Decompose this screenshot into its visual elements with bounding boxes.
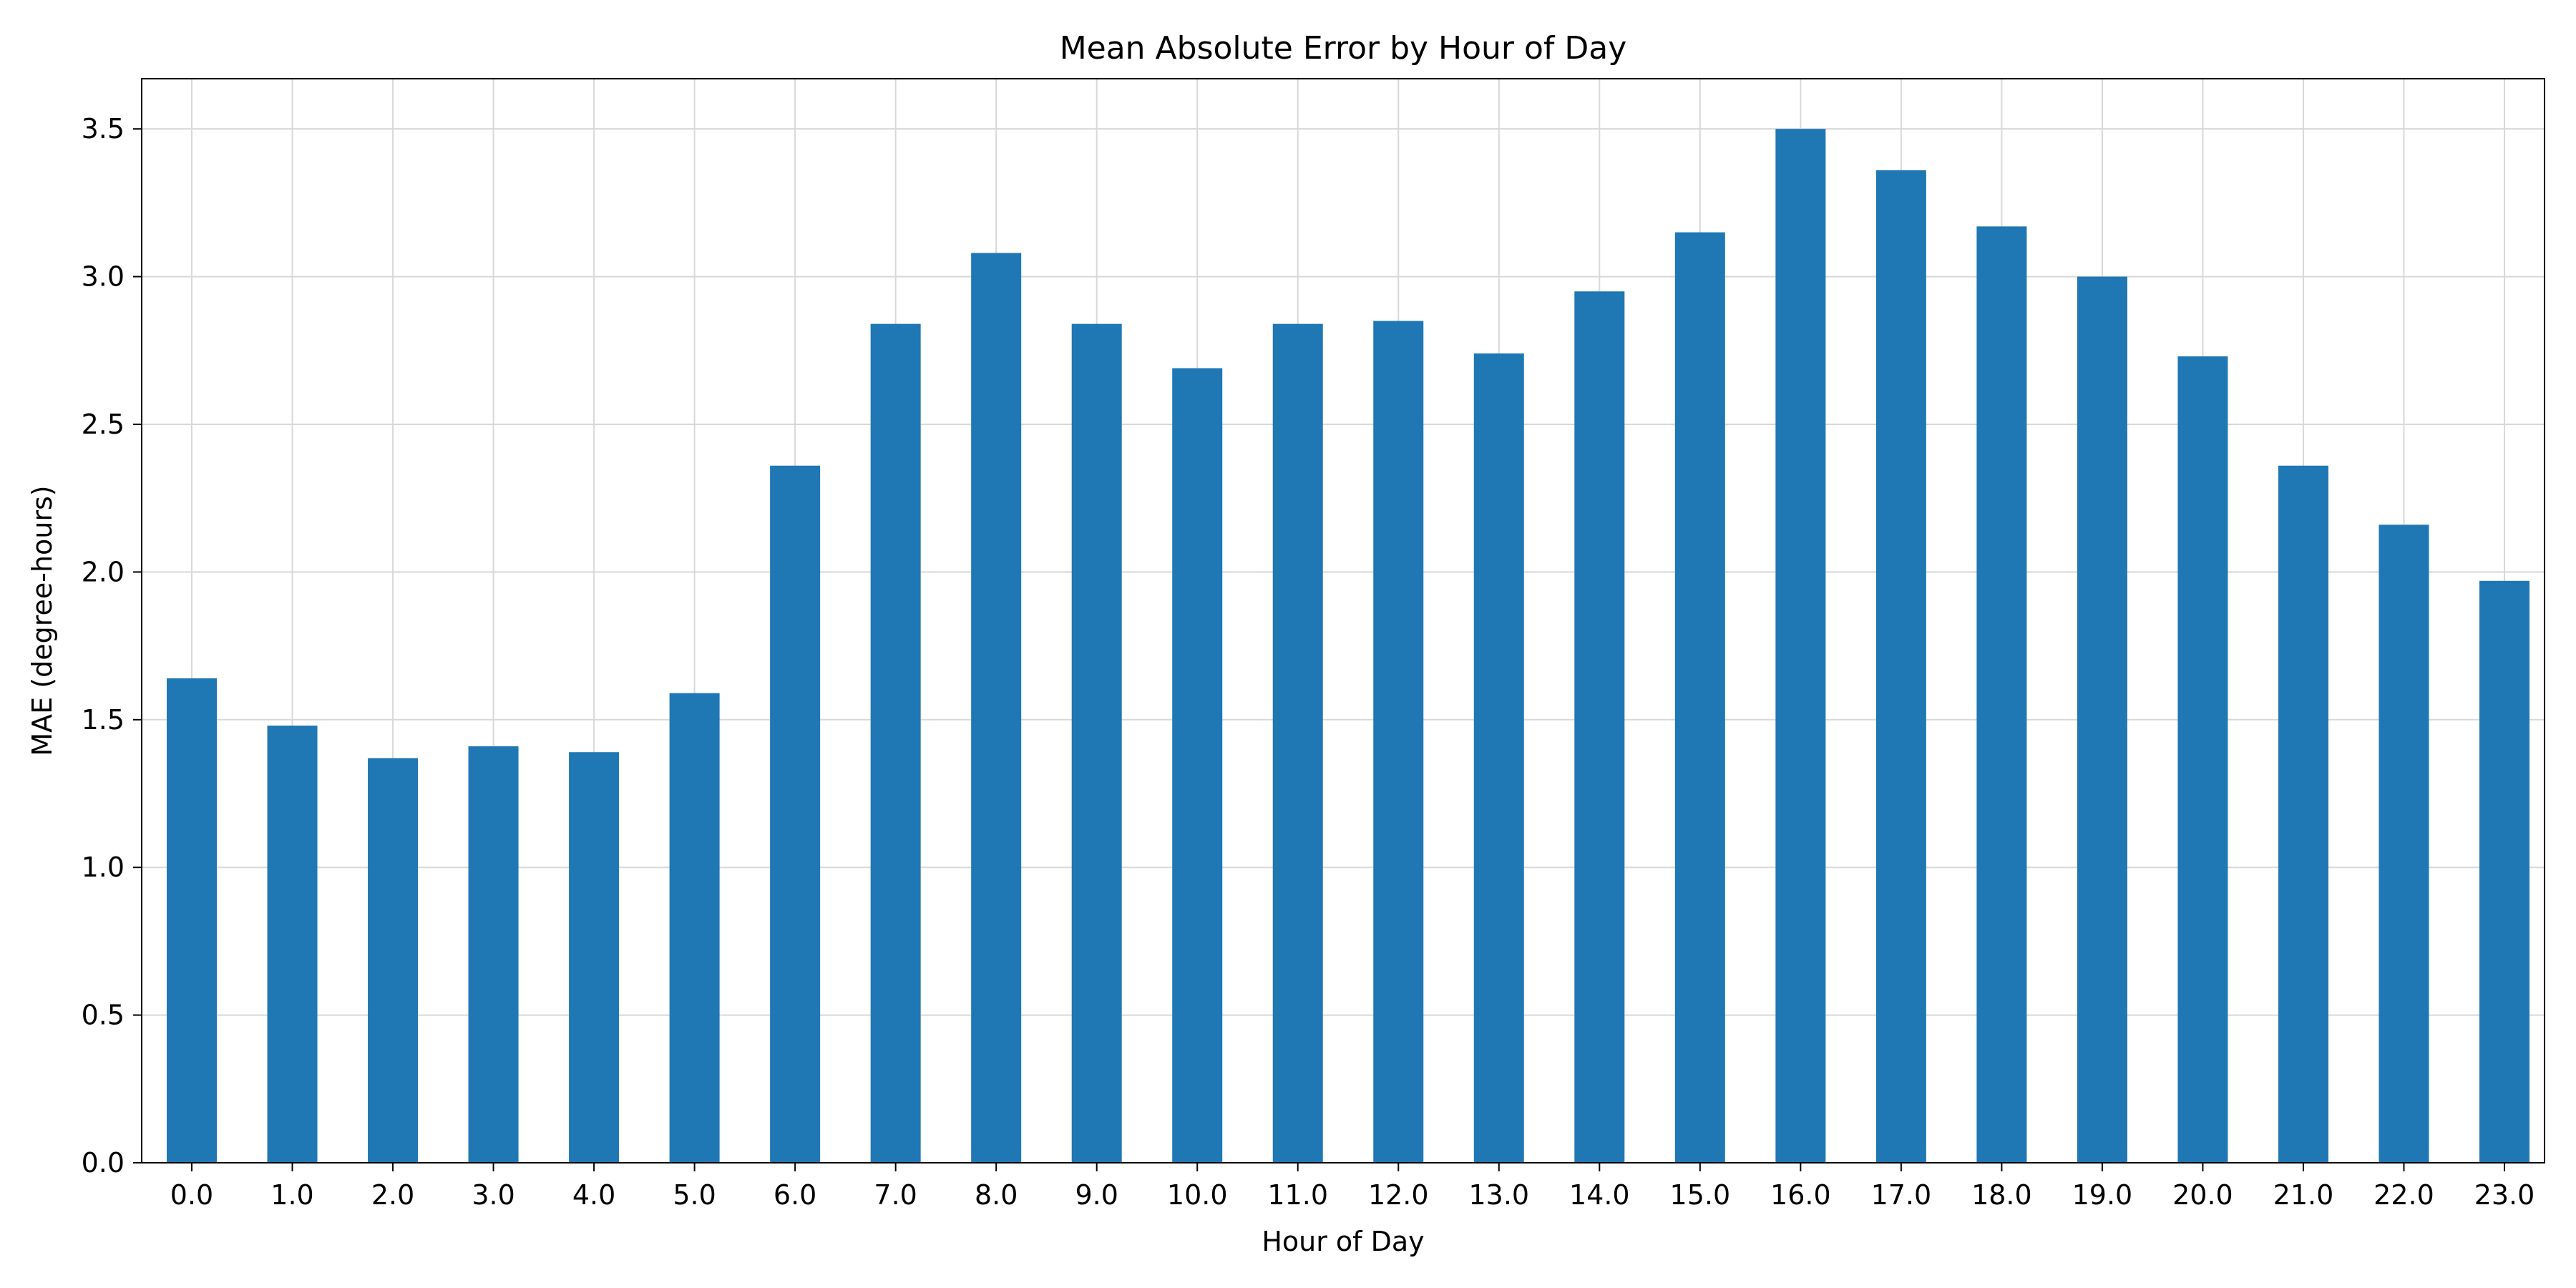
bar-hour-20.0 xyxy=(2177,356,2228,1163)
bar-hour-10.0 xyxy=(1172,368,1223,1163)
x-tick-label-0.0: 0.0 xyxy=(170,1179,213,1211)
x-tick-label-1.0: 1.0 xyxy=(270,1179,313,1211)
x-tick-label-7.0: 7.0 xyxy=(874,1179,917,1211)
y-tick-label-2.0: 2.0 xyxy=(82,556,125,587)
x-tick-label-19.0: 19.0 xyxy=(2072,1179,2133,1211)
bar-hour-13.0 xyxy=(1473,353,1524,1163)
bar-hour-6.0 xyxy=(770,465,821,1163)
x-tick-label-20.0: 20.0 xyxy=(2172,1179,2233,1211)
x-tick-label-12.0: 12.0 xyxy=(1368,1179,1429,1211)
x-axis-label: Hour of Day xyxy=(1262,1226,1424,1257)
x-tick-label-15.0: 15.0 xyxy=(1670,1179,1731,1211)
bar-hour-16.0 xyxy=(1775,129,1826,1163)
bar-hour-22.0 xyxy=(2379,525,2429,1163)
x-tick-label-17.0: 17.0 xyxy=(1871,1179,1932,1211)
y-tick-label-0.0: 0.0 xyxy=(82,1147,125,1179)
bar-hour-23.0 xyxy=(2479,580,2529,1163)
bar-hour-5.0 xyxy=(669,693,720,1163)
bar-hour-12.0 xyxy=(1373,321,1424,1163)
chart-title: Mean Absolute Error by Hour of Day xyxy=(1060,30,1627,67)
x-tick-label-13.0: 13.0 xyxy=(1468,1179,1529,1211)
x-tick-label-8.0: 8.0 xyxy=(975,1179,1018,1211)
x-tick-label-4.0: 4.0 xyxy=(572,1179,615,1211)
x-tick-label-5.0: 5.0 xyxy=(673,1179,716,1211)
y-tick-label-3.0: 3.0 xyxy=(82,261,125,293)
x-tick-label-9.0: 9.0 xyxy=(1075,1179,1118,1211)
bar-hour-18.0 xyxy=(1976,226,2027,1163)
x-tick-label-21.0: 21.0 xyxy=(2273,1179,2334,1211)
x-tick-label-6.0: 6.0 xyxy=(774,1179,816,1211)
bar-hour-4.0 xyxy=(569,752,620,1163)
bar-hour-7.0 xyxy=(870,323,921,1163)
bar-layer xyxy=(167,129,2529,1163)
x-tick-label-10.0: 10.0 xyxy=(1167,1179,1228,1211)
x-tick-label-2.0: 2.0 xyxy=(371,1179,414,1211)
x-tick-label-11.0: 11.0 xyxy=(1267,1179,1328,1211)
bar-hour-2.0 xyxy=(368,758,419,1163)
x-tick-label-3.0: 3.0 xyxy=(472,1179,514,1211)
y-tick-label-1.0: 1.0 xyxy=(82,852,125,883)
x-tick-label-16.0: 16.0 xyxy=(1770,1179,1831,1211)
x-tick-label-14.0: 14.0 xyxy=(1569,1179,1630,1211)
y-tick-label-3.5: 3.5 xyxy=(82,113,125,145)
x-tick-label-23.0: 23.0 xyxy=(2474,1179,2535,1211)
bar-hour-0.0 xyxy=(167,678,217,1163)
bar-hour-11.0 xyxy=(1272,323,1323,1163)
bar-hour-19.0 xyxy=(2077,276,2127,1163)
bar-hour-17.0 xyxy=(1875,170,1926,1163)
axis-layer xyxy=(133,78,2545,1171)
label-layer: 0.0 0.5 1.0 1.5 2.0 2.5 3.0 3.5 0.0 1.0 2.0 3.0 4.0 5… xyxy=(26,30,2534,1257)
bar-hour-1.0 xyxy=(267,726,318,1163)
y-tick-label-2.5: 2.5 xyxy=(82,409,125,440)
x-tick-label-22.0: 22.0 xyxy=(2373,1179,2434,1211)
bar-hour-21.0 xyxy=(2278,465,2328,1163)
x-tick-label-18.0: 18.0 xyxy=(1971,1179,2032,1211)
bar-hour-3.0 xyxy=(468,746,519,1163)
y-tick-label-1.5: 1.5 xyxy=(82,704,125,736)
bar-hour-9.0 xyxy=(1071,323,1122,1163)
bar-hour-14.0 xyxy=(1574,291,1625,1163)
bar-hour-8.0 xyxy=(971,253,1022,1163)
plot-frame xyxy=(141,78,2545,1163)
y-tick-label-0.5: 0.5 xyxy=(82,1000,125,1031)
bar-hour-15.0 xyxy=(1674,232,1725,1163)
y-axis-label: MAE (degree-hours) xyxy=(26,485,58,756)
